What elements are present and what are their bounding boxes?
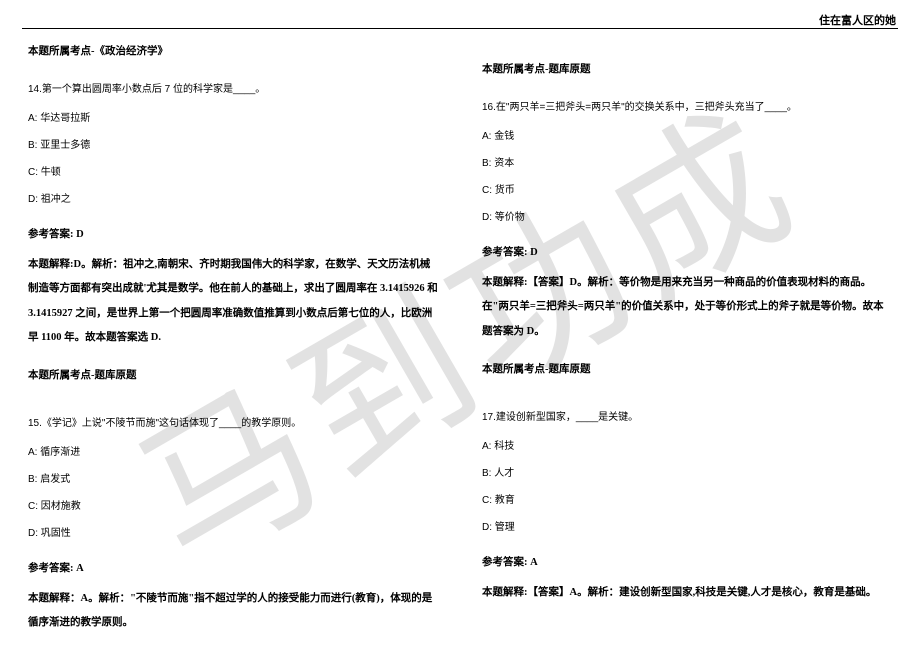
q16-option-a: A: 金钱 bbox=[482, 125, 892, 148]
q16-topic: 本题所属考点-题库原题 bbox=[482, 358, 892, 382]
q14-option-b: B: 亚里士多德 bbox=[28, 134, 438, 157]
q17-option-a: A: 科技 bbox=[482, 435, 892, 458]
q16-option-c: C: 货币 bbox=[482, 179, 892, 202]
q14-option-c: C: 牛顿 bbox=[28, 161, 438, 184]
q17-option-b: B: 人才 bbox=[482, 462, 892, 485]
page-header-title: 住在富人区的她 bbox=[819, 12, 896, 28]
q14-topic: 本题所属考点-题库原题 bbox=[28, 364, 438, 388]
topic-heading: 本题所属考点-《政治经济学》 bbox=[28, 40, 438, 64]
q17-option-d: D: 管理 bbox=[482, 516, 892, 539]
q16-option-b: B: 资本 bbox=[482, 152, 892, 175]
q14-explanation: 本题解释:D。解析：祖冲之,南朝宋、齐时期我国伟大的科学家，在数学、天文历法机械… bbox=[28, 253, 438, 350]
q15-option-d: D: 巩固性 bbox=[28, 522, 438, 545]
right-column: 本题所属考点-题库原题 16.在"两只羊=三把斧头=两只羊"的交换关系中，三把斧… bbox=[460, 40, 892, 635]
q15-stem: 15.《学记》上说"不陵节而施"这句话体现了____的教学原则。 bbox=[28, 412, 438, 435]
q17-stem: 17.建设创新型国家，____是关键。 bbox=[482, 406, 892, 429]
q17-answer: 参考答案: A bbox=[482, 551, 892, 575]
q14-option-a: A: 华达哥拉斯 bbox=[28, 107, 438, 130]
q14-stem: 14.第一个算出圆周率小数点后 7 位的科学家是____。 bbox=[28, 78, 438, 101]
content-area: 本题所属考点-《政治经济学》 14.第一个算出圆周率小数点后 7 位的科学家是_… bbox=[28, 40, 892, 635]
q15-option-a: A: 循序渐进 bbox=[28, 441, 438, 464]
q15-option-c: C: 因材施教 bbox=[28, 495, 438, 518]
q14-answer: 参考答案: D bbox=[28, 223, 438, 247]
q15-explanation: 本题解释：A。解析："不陵节而施"指不超过学的人的接受能力而进行(教育)，体现的… bbox=[28, 587, 438, 635]
q17-explanation: 本题解释:【答案】A。解析：建设创新型国家,科技是关键,人才是核心，教育是基础。 bbox=[482, 581, 892, 605]
q17-option-c: C: 教育 bbox=[482, 489, 892, 512]
q16-answer: 参考答案: D bbox=[482, 241, 892, 265]
topic-heading: 本题所属考点-题库原题 bbox=[482, 58, 892, 82]
q16-explanation: 本题解释:【答案】D。解析：等价物是用来充当另一种商品的价值表现材料的商品。在"… bbox=[482, 271, 892, 343]
left-column: 本题所属考点-《政治经济学》 14.第一个算出圆周率小数点后 7 位的科学家是_… bbox=[28, 40, 460, 635]
q16-option-d: D: 等价物 bbox=[482, 206, 892, 229]
q14-option-d: D: 祖冲之 bbox=[28, 188, 438, 211]
header-divider bbox=[22, 28, 898, 29]
q15-answer: 参考答案: A bbox=[28, 557, 438, 581]
q15-option-b: B: 启发式 bbox=[28, 468, 438, 491]
q16-stem: 16.在"两只羊=三把斧头=两只羊"的交换关系中，三把斧头充当了____。 bbox=[482, 96, 892, 119]
